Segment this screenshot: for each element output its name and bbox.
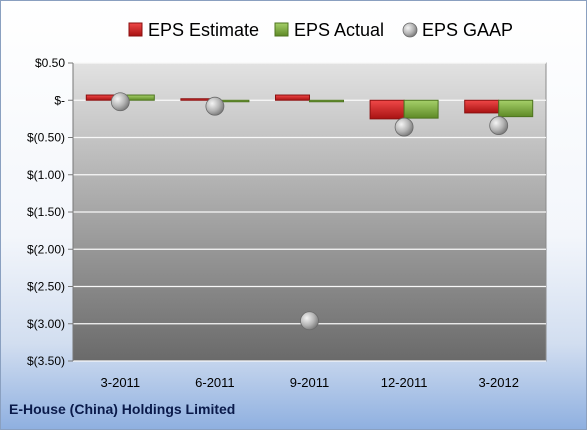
eps-gaap-marker <box>110 92 130 112</box>
y-tick-label: $- <box>54 93 65 107</box>
legend-swatch <box>402 22 418 38</box>
legend-swatch <box>128 22 143 37</box>
x-tick-label: 12-2011 <box>381 375 428 390</box>
y-tick-label: $(2.00) <box>27 242 65 256</box>
eps-gaap-marker <box>205 96 225 116</box>
y-tick-label: $(3.50) <box>27 354 65 368</box>
y-tick-label: $(3.00) <box>27 317 65 331</box>
x-tick-label: 6-2011 <box>195 375 235 390</box>
eps-gaap-marker <box>300 311 319 331</box>
company-name: E-House (China) Holdings Limited <box>9 401 236 417</box>
y-tick-label: $(1.50) <box>27 205 65 219</box>
eps-actual-bar <box>403 99 439 119</box>
x-tick-label: 3-2012 <box>478 375 518 390</box>
eps-estimate-bar <box>275 94 310 101</box>
eps-estimate-bar <box>464 99 500 114</box>
x-tick-label: 9-2011 <box>290 375 330 390</box>
gaap-markers <box>110 92 509 331</box>
legend-label: EPS Actual <box>294 20 384 40</box>
eps-gaap-marker <box>489 116 509 135</box>
y-tick-label: $(0.50) <box>27 131 65 145</box>
y-tick-label: $0.50 <box>35 56 65 70</box>
eps-actual-bar <box>498 99 534 118</box>
y-tick-label: $(2.50) <box>27 280 65 294</box>
x-axis: 3-2011 6-2011 9-2011 12-2011 3-2012 <box>101 375 519 390</box>
y-tick-label: $(1.00) <box>27 168 65 182</box>
legend-label: EPS GAAP <box>422 20 513 40</box>
legend-swatch <box>274 22 289 37</box>
eps-estimate-bar <box>369 99 405 120</box>
x-tick-label: 3-2011 <box>101 375 141 390</box>
eps-gaap-marker <box>394 117 414 137</box>
legend-label: EPS Estimate <box>148 20 259 40</box>
eps-actual-bar <box>309 99 344 103</box>
bars <box>85 94 534 120</box>
legend: EPS Estimate EPS Actual EPS GAAP <box>128 20 513 40</box>
y-axis: $0.50 $- $(0.50) $(1.00) $(1.50) $(2.00) $(2.5… <box>27 56 74 368</box>
